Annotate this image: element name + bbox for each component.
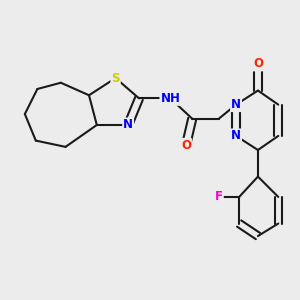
Text: O: O <box>181 139 191 152</box>
Text: N: N <box>123 118 133 131</box>
Text: NH: NH <box>160 92 180 105</box>
Text: O: O <box>253 58 263 70</box>
Text: N: N <box>231 129 241 142</box>
Text: S: S <box>111 71 120 85</box>
Text: N: N <box>231 98 241 111</box>
Text: F: F <box>215 190 223 203</box>
